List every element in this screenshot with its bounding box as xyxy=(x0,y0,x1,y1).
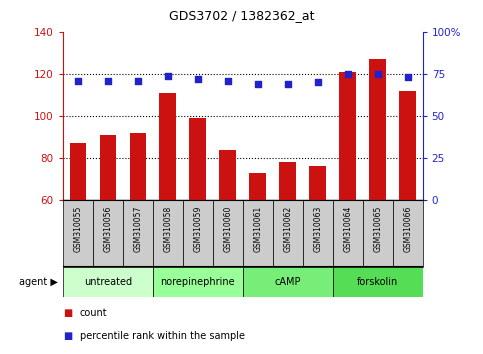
Bar xyxy=(369,59,386,200)
Bar xyxy=(183,200,213,267)
Text: GSM310066: GSM310066 xyxy=(403,205,412,252)
Bar xyxy=(333,200,363,267)
Text: forskolin: forskolin xyxy=(357,277,398,287)
Text: GSM310065: GSM310065 xyxy=(373,205,382,252)
Bar xyxy=(363,200,393,267)
Text: GSM310055: GSM310055 xyxy=(73,205,82,252)
Bar xyxy=(153,200,183,267)
Text: ■: ■ xyxy=(63,308,72,318)
Point xyxy=(314,80,322,85)
Text: count: count xyxy=(80,308,107,318)
Point xyxy=(254,81,262,87)
Bar xyxy=(242,267,333,297)
Bar xyxy=(333,267,423,297)
Text: GSM310063: GSM310063 xyxy=(313,205,322,252)
Text: untreated: untreated xyxy=(84,277,132,287)
Point xyxy=(344,71,352,77)
Bar xyxy=(63,267,153,297)
Bar xyxy=(242,200,273,267)
Bar xyxy=(99,135,116,200)
Text: cAMP: cAMP xyxy=(274,277,301,287)
Text: GSM310058: GSM310058 xyxy=(163,205,172,252)
Point xyxy=(404,74,412,80)
Text: GSM310057: GSM310057 xyxy=(133,205,142,252)
Bar xyxy=(213,200,242,267)
Point xyxy=(194,76,201,82)
Text: GSM310060: GSM310060 xyxy=(223,205,232,252)
Bar xyxy=(273,200,303,267)
Bar xyxy=(340,72,356,200)
Bar xyxy=(399,91,416,200)
Bar xyxy=(249,173,266,200)
Bar xyxy=(303,200,333,267)
Point xyxy=(134,78,142,84)
Bar xyxy=(123,200,153,267)
Text: agent ▶: agent ▶ xyxy=(19,277,58,287)
Text: GSM310062: GSM310062 xyxy=(283,205,292,252)
Point xyxy=(374,71,382,77)
Bar xyxy=(63,200,93,267)
Bar xyxy=(159,93,176,200)
Point xyxy=(164,73,171,79)
Bar xyxy=(393,200,423,267)
Point xyxy=(74,78,82,84)
Text: percentile rank within the sample: percentile rank within the sample xyxy=(80,331,245,341)
Text: GSM310056: GSM310056 xyxy=(103,205,112,252)
Text: GSM310064: GSM310064 xyxy=(343,205,352,252)
Bar xyxy=(70,143,86,200)
Bar xyxy=(153,267,242,297)
Bar xyxy=(310,166,326,200)
Point xyxy=(104,78,112,84)
Bar xyxy=(129,133,146,200)
Text: GSM310059: GSM310059 xyxy=(193,205,202,252)
Text: ■: ■ xyxy=(63,331,72,341)
Bar xyxy=(93,200,123,267)
Point xyxy=(224,78,231,84)
Point xyxy=(284,81,292,87)
Bar xyxy=(219,149,236,200)
Text: GSM310061: GSM310061 xyxy=(253,205,262,252)
Bar xyxy=(189,118,206,200)
Text: GDS3702 / 1382362_at: GDS3702 / 1382362_at xyxy=(169,9,314,22)
Text: norepinephrine: norepinephrine xyxy=(160,277,235,287)
Bar xyxy=(280,162,296,200)
